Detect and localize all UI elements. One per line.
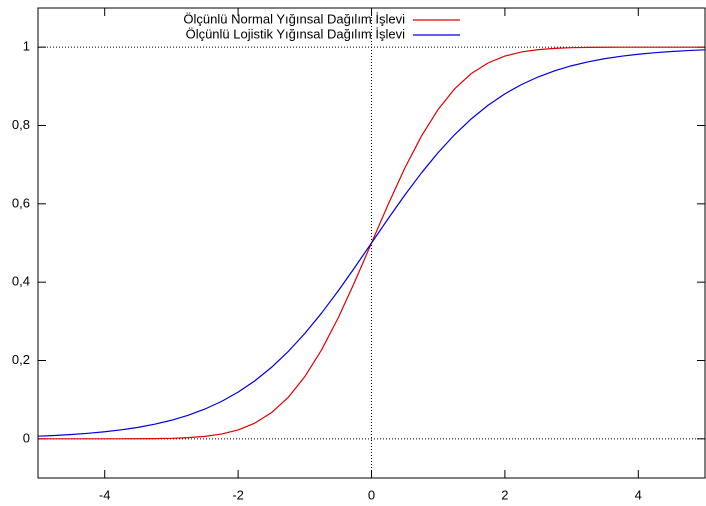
x-tick-label: -2 bbox=[232, 487, 244, 502]
y-tick-label: 0 bbox=[23, 430, 30, 445]
legend-label: Ölçünlü Lojistik Yığınsal Dağılım İşlevi bbox=[186, 26, 406, 41]
x-tick-label: 4 bbox=[635, 487, 642, 502]
y-tick-label: 0,6 bbox=[12, 195, 30, 210]
legend-label: Ölçünlü Normal Yığınsal Dağılım İşlevi bbox=[183, 11, 405, 26]
y-tick-label: 0,8 bbox=[12, 117, 30, 132]
x-tick-label: -4 bbox=[99, 487, 111, 502]
y-tick-label: 0,4 bbox=[12, 274, 30, 289]
y-tick-label: 0,2 bbox=[12, 352, 30, 367]
x-tick-label: 2 bbox=[501, 487, 508, 502]
plot-frame bbox=[37, 7, 706, 479]
series-line bbox=[37, 49, 706, 437]
x-tick-label: 0 bbox=[368, 487, 375, 502]
y-tick-label: 1 bbox=[23, 39, 30, 54]
